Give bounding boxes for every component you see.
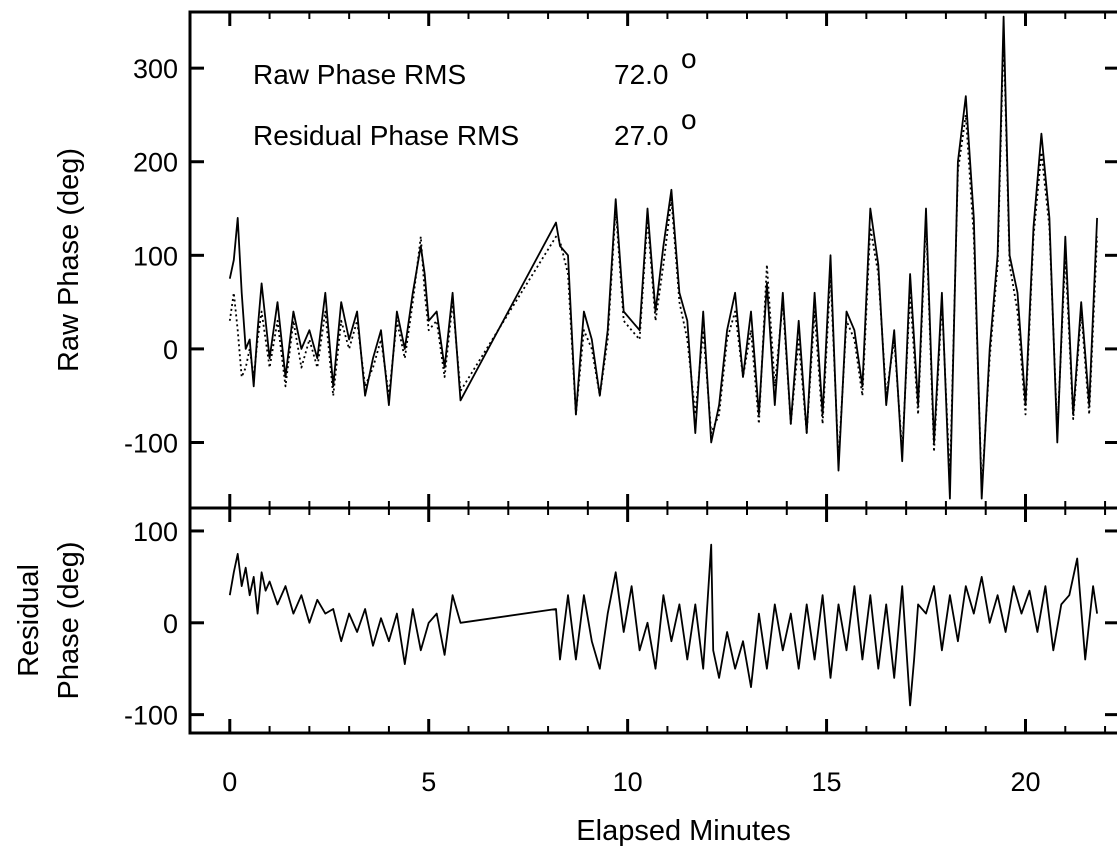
annotation-label: Residual Phase RMS	[253, 120, 519, 151]
degree-superscript: o	[681, 43, 697, 74]
raw-phase-ytick-label: 300	[133, 54, 178, 84]
raw-phase-series-dotted-line	[228, 29, 1098, 491]
raw-phase-ylabel: Raw Phase (deg)	[53, 148, 85, 372]
degree-superscript: o	[681, 104, 697, 135]
residual-phase-ytick-label: 100	[133, 517, 178, 547]
residual-phase-series-solid-line	[228, 543, 1098, 707]
elapsed-minutes-xlabel: Elapsed Minutes	[576, 815, 790, 847]
residual-phase-ylabel-line: Phase (deg)	[53, 542, 85, 700]
raw-phase-ytick-label: 200	[133, 148, 178, 178]
residual-phase-ytick-label: 0	[163, 609, 178, 639]
raw-phase-ytick-label: 0	[163, 335, 178, 365]
axes-frames	[188, 10, 1117, 735]
raw-phase-ytick-label: 100	[133, 241, 178, 271]
residual-phase-xtick-label: 5	[421, 767, 436, 797]
labels: -100 0 100 200 300 -100 0 100 0 5 10 15 20 Raw Phase …	[13, 43, 1041, 847]
residual-phase-xtick-label: 10	[613, 767, 643, 797]
raw-phase-ytick-label: -100	[124, 428, 178, 458]
annotation-label: Raw Phase RMS	[253, 59, 466, 90]
residual-phase-xtick-label: 0	[222, 767, 237, 797]
raw-phase-series-solid-line	[228, 15, 1098, 500]
residual-phase-frame	[188, 506, 1117, 735]
raw-phase-panel	[228, 15, 1098, 500]
residual-phase-xtick-label: 20	[1010, 767, 1040, 797]
residual-phase-panel	[228, 543, 1098, 707]
annotation-value: 72.0	[614, 59, 669, 90]
residual-phase-ylabel-line: Residual	[13, 564, 45, 677]
annotation-value: 27.0	[614, 120, 669, 151]
residual-phase-ytick-label: -100	[124, 701, 178, 731]
residual-phase-xtick-label: 15	[812, 767, 842, 797]
